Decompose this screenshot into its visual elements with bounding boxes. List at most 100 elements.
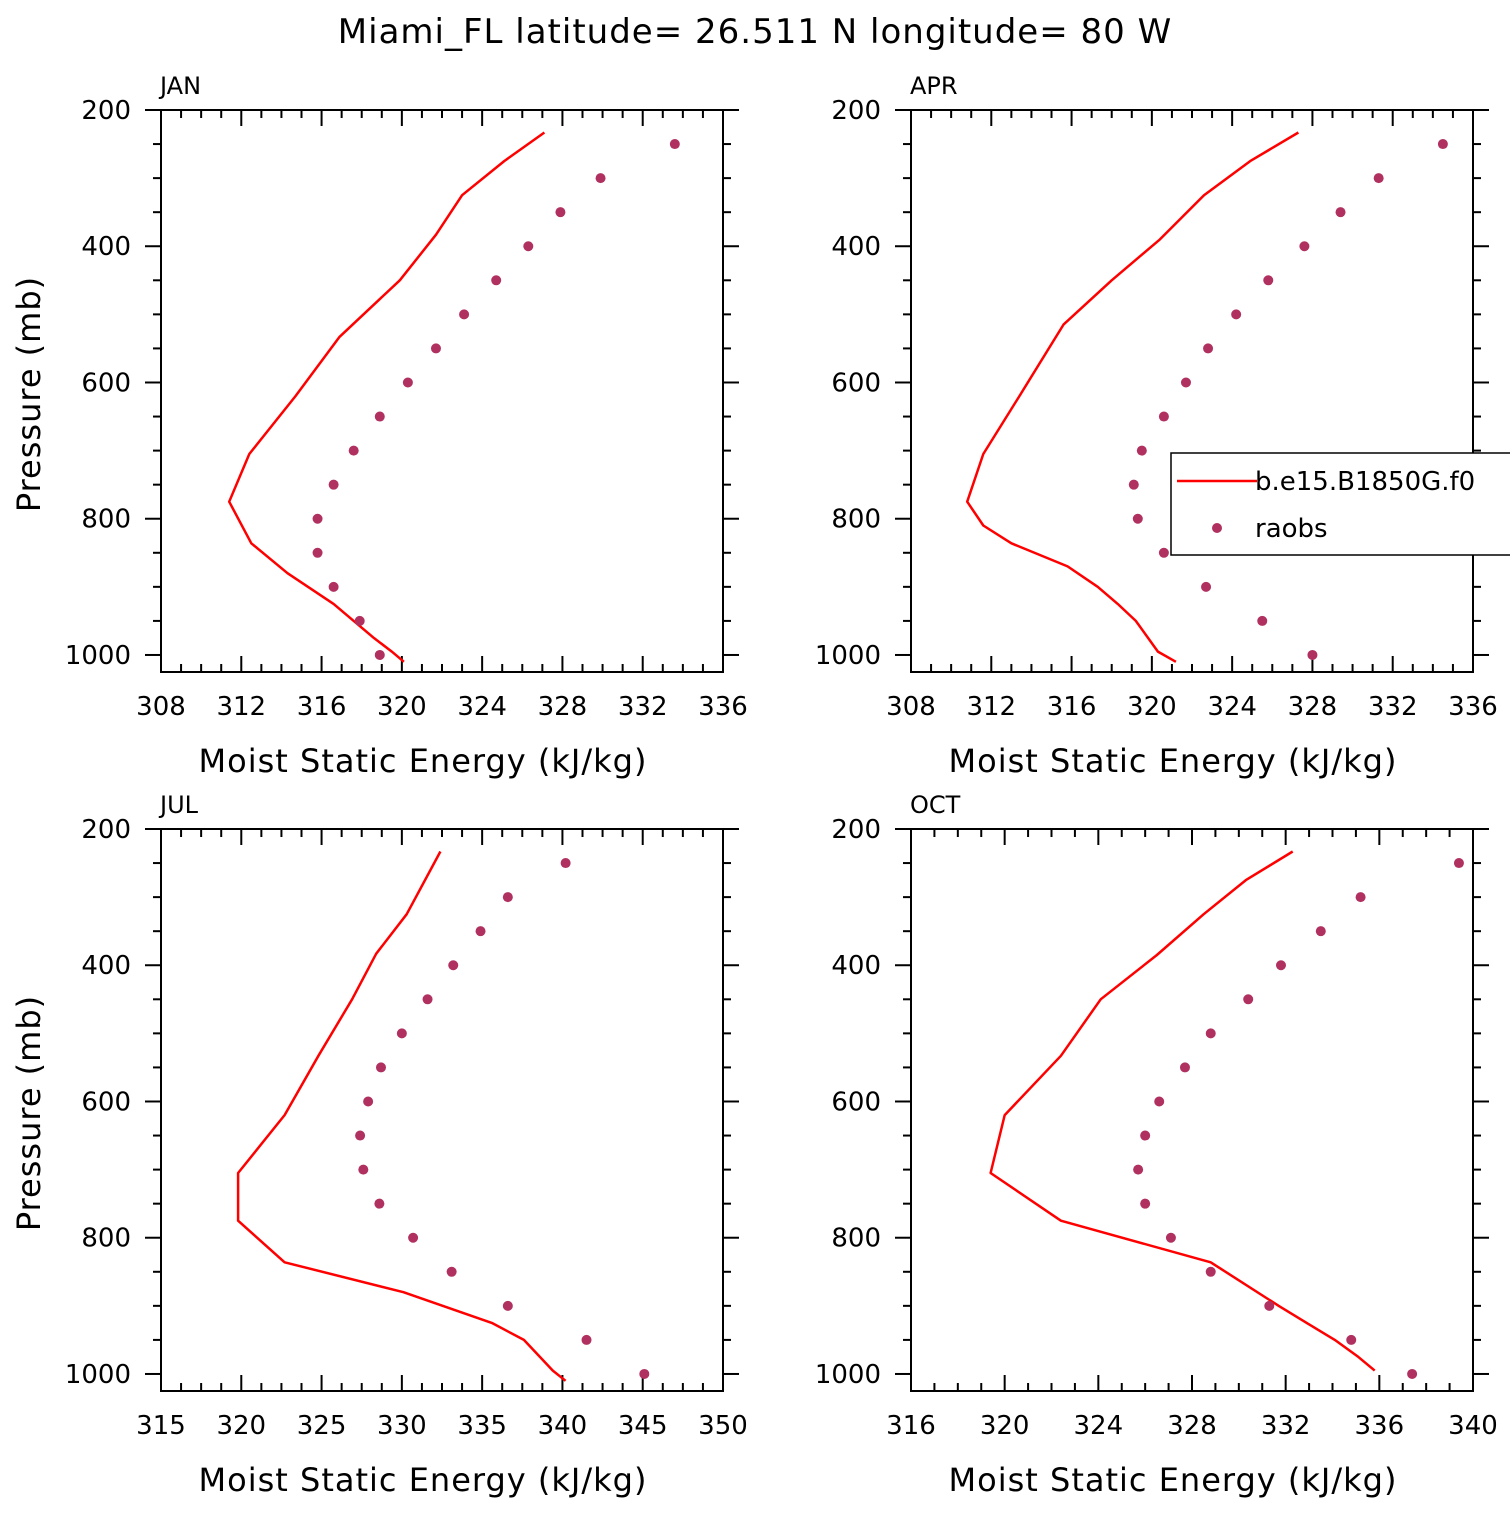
panel-jul-ylabel: Pressure (mb): [10, 995, 48, 1231]
panel-oct-xtick-label: 340: [1448, 1411, 1498, 1441]
panel-jan-raob-point: [374, 411, 385, 422]
panel-jan-ytick-label: 400: [81, 232, 131, 262]
panel-jul-raob-point: [502, 892, 513, 903]
panel-jul-raob-point: [355, 1130, 366, 1141]
panel-jan-raob-point: [312, 513, 323, 524]
panel-jan-raob-point: [328, 581, 339, 592]
panel-oct-ytick-label: 1000: [815, 1360, 881, 1390]
panel-jul-raob-point: [560, 858, 571, 869]
panel-jul-xtick-label: 350: [698, 1411, 748, 1441]
panel-apr-label: APR: [910, 72, 958, 100]
panel-oct-xtick-label: 324: [1074, 1411, 1124, 1441]
panel-jan-xtick-label: 316: [297, 692, 347, 722]
panel-apr-ytick-label: 1000: [815, 641, 881, 671]
panel-jul-xtick-label: 325: [297, 1411, 347, 1441]
panel-jan-raob-point: [312, 547, 323, 558]
panel-jul-raob-point: [375, 1062, 386, 1073]
panel-apr-model-line: [965, 131, 1300, 663]
panel-apr-raob-point: [1299, 241, 1310, 252]
panel-apr-xtick-label: 336: [1448, 692, 1498, 722]
panel-apr-frame: [910, 109, 1474, 673]
panel-jul-xtick-label: 340: [538, 1411, 588, 1441]
panel-jul-raob-point: [446, 1266, 457, 1277]
panel-oct-raob-point: [1179, 1062, 1190, 1073]
panel-jan-raob-point: [595, 173, 606, 184]
panel-jan-raob-point: [669, 139, 680, 150]
panel-jan-xtick-label: 308: [136, 692, 186, 722]
panel-oct-raob-point: [1407, 1368, 1418, 1379]
panel-apr-raob-point: [1257, 615, 1268, 626]
panel-oct-raob-point: [1355, 892, 1366, 903]
legend-marker-swatch: [1212, 523, 1222, 533]
panel-apr-raob-point: [1335, 207, 1346, 218]
panel-jul-ytick-label: 400: [81, 951, 131, 981]
panel-apr-xtick-label: 328: [1288, 692, 1338, 722]
panel-oct-xtick-label: 332: [1261, 1411, 1311, 1441]
panel-oct-ytick-label: 400: [831, 951, 881, 981]
panel-oct-raob-point: [1165, 1232, 1176, 1243]
panel-jan-raob-point: [459, 309, 470, 320]
panel-jul-xtick-label: 335: [457, 1411, 507, 1441]
panel-jul-raob-point: [448, 960, 459, 971]
panel-jul-ytick-label: 200: [81, 815, 131, 845]
panel-oct-model-line: [989, 850, 1376, 1372]
panel-jan-xtick-label: 336: [698, 692, 748, 722]
panel-apr-raob-point: [1201, 581, 1212, 592]
panel-oct-raob-point: [1346, 1334, 1357, 1345]
panel-oct-raob-point: [1243, 994, 1254, 1005]
panel-jul-ytick-label: 600: [81, 1087, 131, 1117]
panel-apr-xtick-label: 308: [886, 692, 936, 722]
panel-apr-raob-point: [1128, 479, 1139, 490]
figure-title: Miami_FL latitude= 26.511 N longitude= 8…: [337, 12, 1173, 52]
panel-jul-raob-point: [358, 1164, 369, 1175]
panel-jul-raob-point: [363, 1096, 374, 1107]
panel-jul-raob-point: [396, 1028, 407, 1039]
panel-jan-raob-point: [328, 479, 339, 490]
panel-apr-ytick-label: 200: [831, 96, 881, 126]
panel-oct-xtick-label: 316: [886, 1411, 936, 1441]
panel-jan-model-line: [227, 131, 546, 663]
panel-jan-raob-point: [348, 445, 359, 456]
panel-apr-xtick-label: 332: [1368, 692, 1418, 722]
panel-jan-ytick-label: 800: [81, 505, 131, 535]
panel-jan-raob-point: [430, 343, 441, 354]
panel-jan-ylabel: Pressure (mb): [10, 276, 48, 512]
panel-oct-raob-point: [1154, 1096, 1165, 1107]
panel-jul-raob-point: [502, 1300, 513, 1311]
panel-oct-raob-point: [1140, 1130, 1151, 1141]
panel-jan-xtick-label: 324: [457, 692, 507, 722]
panel-apr-raob-point: [1263, 275, 1274, 286]
panel-apr-xtick-label: 312: [966, 692, 1016, 722]
panel-oct-xtick-label: 320: [980, 1411, 1030, 1441]
panel-jan-raob-point: [374, 649, 385, 660]
panel-apr-xtick-label: 316: [1047, 692, 1097, 722]
panel-oct-raob-point: [1264, 1300, 1275, 1311]
panel-jul-xtick-label: 315: [136, 1411, 186, 1441]
panel-jan-raob-point: [491, 275, 502, 286]
panel-apr-raob-point: [1136, 445, 1147, 456]
panel-oct-ytick-label: 800: [831, 1224, 881, 1254]
panel-jan-xtick-label: 332: [618, 692, 668, 722]
panel-oct-ytick-label: 600: [831, 1087, 881, 1117]
panel-jan-frame: [160, 109, 724, 673]
panel-oct-frame: [910, 828, 1474, 1392]
panel-jan-raob-point: [555, 207, 566, 218]
panel-apr-ytick-label: 600: [831, 368, 881, 398]
panel-jul-ytick-label: 800: [81, 1224, 131, 1254]
panel-oct-ytick-label: 200: [831, 815, 881, 845]
panel-jul-model-line: [236, 850, 567, 1382]
panel-jan-xtick-label: 328: [538, 692, 588, 722]
panel-jan-raob-point: [402, 377, 413, 388]
panel-jul-ytick-label: 1000: [65, 1360, 131, 1390]
panel-jul-xtick-label: 330: [377, 1411, 427, 1441]
panel-oct-raob-point: [1275, 960, 1286, 971]
panel-jan-raob-point: [354, 615, 365, 626]
panel-apr-raob-point: [1203, 343, 1214, 354]
panel-apr-raob-point: [1231, 309, 1242, 320]
panel-oct-raob-point: [1315, 926, 1326, 937]
panel-oct-xtick-label: 336: [1355, 1411, 1405, 1441]
panel-apr-raob-point: [1132, 513, 1143, 524]
panel-jan-ytick-label: 1000: [65, 641, 131, 671]
